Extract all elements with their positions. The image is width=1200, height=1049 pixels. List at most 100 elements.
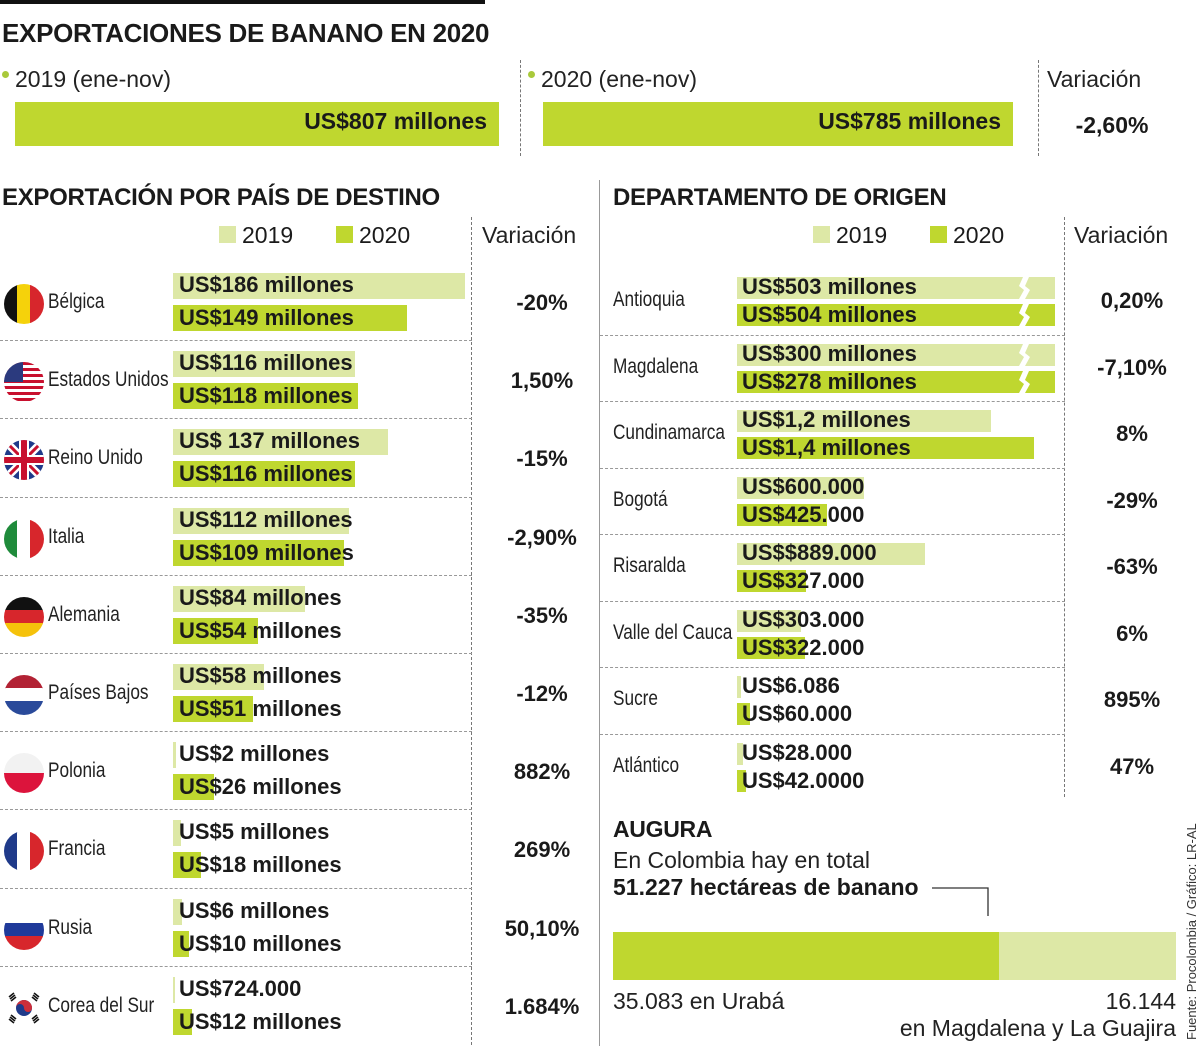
- netherlands-flag-icon: [4, 675, 44, 715]
- variation-value: 47%: [1109, 753, 1155, 779]
- value-2019-label: US$724.000: [179, 975, 302, 1001]
- country-name: Estados Unidos: [48, 368, 169, 392]
- value-2020-label: US$327.000: [742, 568, 865, 593]
- bar-2020: [173, 539, 345, 566]
- bar-2019: [173, 976, 175, 1003]
- south-korea-flag-icon: [4, 987, 44, 1028]
- top-rule: [0, 0, 485, 4]
- bullet-icon: [2, 71, 9, 79]
- value-2019-label: US$6.086: [742, 673, 840, 698]
- swatch-2020: [930, 226, 947, 244]
- bar-2019: [737, 676, 741, 698]
- value-2019-label: US$58 millones: [179, 663, 342, 688]
- department-name: Atlántico: [613, 753, 680, 777]
- section-divider: [599, 180, 600, 1046]
- department-name: Valle del Cauca: [613, 620, 733, 644]
- value-2020-label: US$118 millones: [179, 383, 353, 409]
- bar-2020: [737, 503, 828, 526]
- divider: [471, 217, 472, 1045]
- variation-value: -63%: [1106, 554, 1158, 579]
- augura-other-value: 16.144: [1105, 988, 1176, 1014]
- value-2020-label: US$504 millones: [742, 302, 917, 327]
- uk-flag-icon: [4, 440, 44, 481]
- total-2020-label: 2020 (ene-nov): [528, 66, 697, 93]
- row-separator: [0, 340, 472, 342]
- bar-2019: [173, 820, 181, 847]
- bar-2019: [173, 351, 356, 378]
- variation-value: 895%: [1103, 687, 1161, 712]
- row-separator: [0, 574, 472, 576]
- poland-flag-icon: [4, 753, 44, 794]
- bar-2019: [173, 273, 465, 299]
- bar-2020: [737, 570, 807, 592]
- divider: [1064, 217, 1065, 797]
- value-2020-label: US$10 millones: [179, 930, 342, 956]
- bar-2020: [737, 769, 746, 792]
- bullet-icon: [528, 71, 535, 79]
- augura-uraba-label: 35.083 en Urabá: [613, 988, 785, 1014]
- row-separator: [600, 600, 1065, 602]
- value-2019-label: US$186 millones: [179, 272, 354, 297]
- row-separator: [600, 467, 1065, 469]
- value-2020-label: US$116 millones: [179, 461, 353, 487]
- value-2020-label: US$26 millones: [179, 774, 342, 800]
- bar-2019: [737, 476, 865, 499]
- value-2019-label: US$1,2 millones: [742, 407, 911, 432]
- augura-total: 51.227 hectáreas de banano: [613, 874, 919, 900]
- variation-value: 8%: [1116, 421, 1148, 446]
- bar-2020: [173, 461, 356, 488]
- department-name: Sucre: [613, 687, 658, 710]
- swatch-2019: [219, 226, 236, 244]
- variation-value: 1.684%: [504, 993, 580, 1019]
- variation-value: 6%: [1116, 620, 1148, 646]
- value-2020-label: US$425.000: [742, 501, 865, 527]
- variation-value: 50,10%: [504, 915, 580, 941]
- divider: [1038, 60, 1039, 156]
- belgium-flag-icon: [4, 284, 44, 324]
- row-separator: [0, 653, 472, 654]
- country-name: Países Bajos: [48, 681, 149, 704]
- bar-2020: [737, 304, 1055, 326]
- page-title: EXPORTACIONES DE BANANO EN 2020: [2, 18, 490, 48]
- france-flag-icon: [4, 831, 44, 872]
- augura-bar: [613, 932, 1176, 980]
- country-name: Bélgica: [48, 290, 105, 313]
- variation-value: -2,90%: [507, 524, 577, 550]
- value-2020-label: US$42.0000: [742, 767, 865, 793]
- department-name: Antioquia: [613, 288, 685, 311]
- variation-header: Variación: [1047, 66, 1142, 92]
- bar-2019: [737, 277, 1055, 299]
- bar-2019: [173, 507, 349, 534]
- country-name: Rusia: [48, 915, 93, 939]
- countries-legend-2019: 2019: [219, 222, 293, 249]
- value-2019-label: US$600.000: [742, 473, 865, 499]
- row-separator: [600, 334, 1065, 336]
- country-name: Italia: [48, 524, 85, 548]
- departments-legend-2019: 2019: [813, 222, 887, 249]
- value-2019-label: US$300 millones: [742, 340, 917, 366]
- axis-break-icon: [1019, 343, 1033, 371]
- divider: [520, 60, 521, 156]
- total-variation: -2,60%: [1075, 112, 1149, 138]
- value-2020-label: US$322.000: [742, 634, 865, 660]
- value-2019-label: US$ 137 millones: [179, 428, 360, 454]
- bar-2019: [737, 609, 802, 632]
- row-separator: [0, 496, 472, 498]
- bar-2020: [173, 617, 258, 644]
- source-credit: Fuente: Procolombia / Gráfico: LR-AL: [1184, 823, 1199, 1040]
- value-2019-label: US$116 millones: [179, 350, 353, 376]
- row-separator: [0, 965, 472, 967]
- variation-value: -35%: [516, 602, 568, 628]
- country-name: Alemania: [48, 602, 120, 626]
- bar-2020: [173, 1008, 192, 1035]
- value-2020-label: US$60.000: [742, 701, 853, 726]
- value-2020-label: US$109 millones: [179, 539, 354, 565]
- value-2019-label: US$$889.000: [742, 540, 877, 565]
- usa-flag-icon: [4, 362, 44, 403]
- bar-2019: [737, 343, 1055, 366]
- countries-variation-header: Variación: [482, 222, 577, 248]
- value-2020-label: US$54 millones: [179, 617, 342, 643]
- value-2019-label: US$5 millones: [179, 819, 330, 845]
- total-2019-label: 2019 (ene-nov): [2, 66, 171, 93]
- row-separator: [0, 809, 472, 811]
